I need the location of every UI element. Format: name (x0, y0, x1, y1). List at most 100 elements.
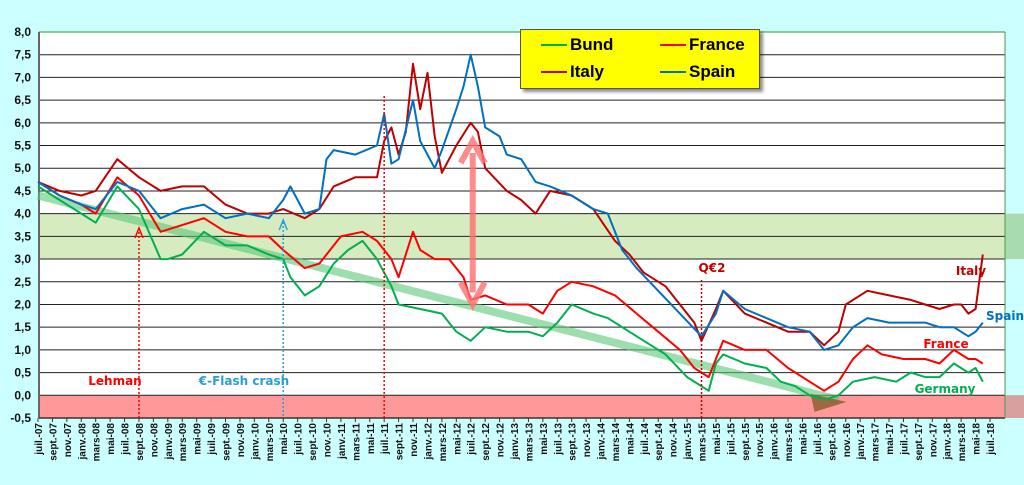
x-tick-label: janv.-15 (683, 423, 694, 461)
legend-label: France (689, 35, 745, 54)
end-label-spain: Spain (986, 309, 1024, 323)
x-tick-label: nov.-11 (409, 423, 420, 457)
y-tick-label: 6,0 (14, 116, 31, 130)
series-line-spain (37, 53, 984, 351)
x-tick-label: nov.-13 (582, 423, 593, 458)
legend-label: Bund (570, 35, 614, 54)
x-tick-label: mai-14 (625, 423, 636, 455)
x-tick-label: janv.-16 (770, 423, 781, 461)
x-tick-label: juil.-15 (726, 423, 737, 456)
y-tick-label: 6,5 (14, 93, 31, 107)
trend-band (37, 191, 840, 404)
event-label: Q€2 (699, 261, 726, 275)
x-tick-label: sept.-11 (395, 423, 406, 461)
negative-zone-band-edge (1005, 395, 1024, 418)
x-tick-label: sept.-08 (135, 423, 146, 461)
y-tick-label: -0,5 (10, 411, 31, 425)
series-line-france (37, 176, 984, 392)
negative-zone-band (39, 395, 1024, 418)
x-tick-label: sept.-10 (308, 423, 319, 461)
legend-item-bund: Bund (541, 35, 613, 55)
event-label: €-Flash crash (198, 374, 289, 388)
x-tick-label: mars-12 (438, 423, 449, 462)
x-tick-label: janv.-18 (943, 423, 954, 461)
x-tick-label: juil.-08 (121, 423, 132, 456)
spread-arrow-up-head (458, 134, 488, 165)
x-tick-label: mars-08 (92, 423, 103, 462)
x-tick-label: mai-18 (972, 423, 983, 455)
y-tick-label: 4,0 (14, 207, 31, 221)
legend-item-italy: Italy (541, 62, 604, 82)
series-line-italy (37, 62, 984, 347)
x-tick-label: janv.-13 (510, 423, 521, 461)
legend-swatch-italy (541, 71, 567, 73)
x-tick-label: mars-11 (351, 423, 362, 461)
x-tick-label: mai-13 (539, 423, 550, 455)
x-tick-label: sept.-12 (481, 423, 492, 461)
legend-label: Spain (689, 62, 736, 81)
x-tick-label: mars-09 (178, 423, 189, 462)
end-label-italy: Italy (956, 264, 986, 278)
green-zone-band-edge (1005, 213, 1024, 260)
event-arrow-icon (134, 225, 144, 239)
x-tick-label: sept.-17 (914, 423, 925, 461)
x-tick-label: mars-10 (265, 423, 276, 462)
y-tick-label: 7,5 (14, 48, 31, 62)
legend-swatch-france (660, 44, 686, 46)
legend-item-spain: Spain (660, 62, 735, 82)
y-tick-label: 3,0 (14, 252, 31, 266)
y-tick-label: 0,0 (14, 388, 31, 402)
x-tick-label: mai-09 (193, 423, 204, 455)
legend-item-france: France (660, 35, 745, 55)
x-tick-label: mai-15 (712, 423, 723, 455)
x-tick-label: nov.-07 (63, 423, 74, 458)
x-tick-label: sept.-14 (654, 423, 665, 461)
x-tick-label: nov.-09 (236, 423, 247, 458)
x-tick-label: sept.-16 (827, 423, 838, 461)
x-tick-label: juil.-11 (380, 423, 391, 456)
x-tick-label: juil.-10 (294, 423, 305, 456)
x-tick-label: mars-14 (611, 423, 622, 462)
legend-label: Italy (570, 62, 605, 81)
x-tick-label: janv.-11 (337, 423, 348, 460)
x-tick-label: janv.-08 (77, 423, 88, 461)
end-label-germany: Germany (915, 382, 976, 396)
y-tick-label: 5,0 (14, 161, 31, 175)
x-tick-label: juil.-18 (986, 423, 997, 456)
x-tick-label: nov.-10 (322, 423, 333, 458)
x-tick-label: nov.-17 (928, 423, 939, 458)
x-tick-label: juil.-12 (467, 423, 478, 456)
x-tick-label: mai-17 (885, 423, 896, 455)
x-tick-label: nov.-14 (669, 423, 680, 458)
x-tick-label: janv.-17 (856, 423, 867, 461)
x-tick-label: mai-11 (366, 423, 377, 455)
x-tick-label: juil.-17 (899, 423, 910, 456)
y-tick-label: 4,5 (14, 184, 31, 198)
end-label-france: France (923, 337, 968, 351)
x-tick-label: mars-17 (871, 423, 882, 462)
x-tick-label: mai-12 (452, 423, 463, 455)
x-tick-label: sept.-09 (222, 423, 233, 461)
y-tick-label: 1,0 (14, 343, 31, 357)
x-tick-label: mars-15 (698, 423, 709, 462)
x-tick-label: juil.-14 (640, 423, 651, 456)
x-tick-label: mai-08 (106, 423, 117, 455)
x-tick-label: nov.-15 (755, 423, 766, 458)
y-tick-label: 1,5 (14, 320, 31, 334)
x-tick-label: sept.-15 (741, 423, 752, 461)
legend-swatch-bund (541, 44, 567, 46)
legend-swatch-spain (660, 71, 686, 73)
event-arrow-icon (278, 217, 288, 231)
x-tick-label: mars-18 (957, 423, 968, 462)
spread-arrow-down-head (458, 281, 488, 311)
y-tick-label: 8,0 (14, 25, 31, 39)
x-tick-label: mars-16 (784, 423, 795, 462)
x-tick-label: janv.-14 (597, 423, 608, 461)
x-tick-label: juil.-09 (207, 423, 218, 456)
x-tick-label: juil.-16 (813, 423, 824, 456)
x-tick-label: mars-13 (524, 423, 535, 462)
x-tick-label: janv.-09 (164, 423, 175, 461)
y-tick-label: 3,5 (14, 229, 31, 243)
y-tick-label: 0,5 (14, 366, 31, 380)
